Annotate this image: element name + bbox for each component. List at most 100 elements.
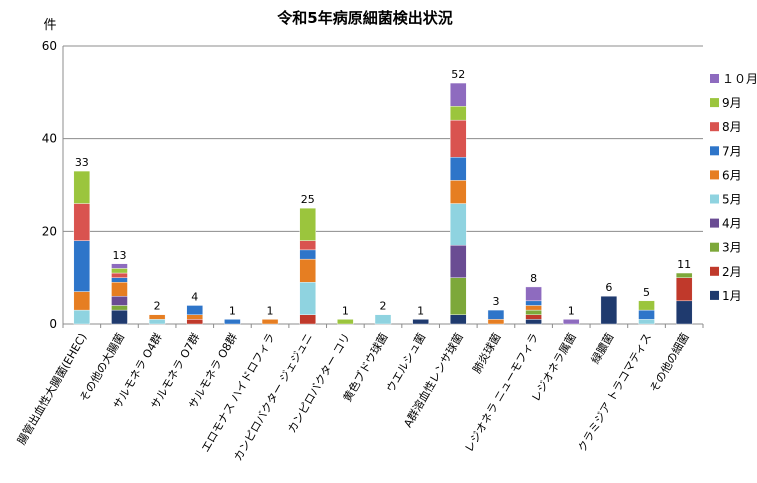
bar-segment [450,156,467,181]
y-axis-label: 件 [43,18,56,33]
bar-segment [73,309,91,325]
bar-total-label: 25 [301,193,315,206]
bar-segment [675,300,693,325]
bar-segment [73,240,91,292]
y-tick-label: 20 [42,224,57,238]
bar-segment [450,203,467,246]
bar-segment [299,207,316,241]
bar-segment [450,82,467,107]
bar-segment [299,282,316,315]
y-tick-label: 60 [42,39,57,53]
y-axis-ticks: 0 20 40 60 [42,39,57,331]
bar-segment [638,300,655,311]
bar-total-label: 52 [451,68,465,81]
bar-segment [111,305,128,311]
bar-segment [111,277,128,283]
bar-total-label: 5 [643,286,650,299]
bar-segment [563,319,580,325]
bar-total-label: 1 [568,304,575,317]
bar-segment [450,106,467,121]
bar-segment [261,319,279,325]
legend-label: １０月 [722,72,757,86]
x-tick-label: レジオネラ ニューモフィラ [462,331,541,455]
chart-title: 令和5年病原細菌検出状況 [277,9,452,27]
bar-segment [186,305,203,315]
bar-segment [525,305,542,311]
bar-segment [337,319,354,325]
bar-segment [450,119,467,158]
y-tick-label: 40 [42,132,57,146]
legend-swatch [710,242,719,252]
legend-swatch [710,122,719,132]
bar-segment [525,309,542,315]
bar-segment [111,268,128,274]
x-tick-label: 緑膿菌 [588,331,617,367]
bar-total-label: 33 [75,156,89,169]
bar-total-label: 1 [417,304,424,317]
bar-total-label: 6 [605,281,612,294]
legend-swatch [710,266,719,276]
legend-label: 4月 [722,217,742,231]
x-tick-label: クラミジア トラコマティス [575,331,654,454]
bar-segment [487,319,505,325]
bar-total-label: 3 [492,295,499,308]
legend-swatch [710,194,719,204]
bar-segment [525,319,542,325]
bar-segment [148,319,166,325]
bar-segment [148,314,166,320]
bar-segment [299,258,316,283]
legend-swatch [710,74,719,83]
bar-total-label: 11 [677,258,691,271]
x-tick-label: 腸管出血性大腸菌(EHEC) [14,331,89,447]
bar-segment [525,300,542,306]
bar-segment [73,291,91,311]
bar-segment [299,314,316,325]
legend-label: 8月 [722,120,742,134]
legend-label: 9月 [722,96,742,110]
legend-label: 7月 [722,144,742,158]
bar-segment [186,314,203,320]
legend-swatch [710,218,719,228]
bar-segment [299,240,316,251]
bar-segment [450,180,467,204]
bar-total-label: 1 [229,304,236,317]
bar-segment [186,319,203,325]
bar-segment [73,170,91,204]
bar-segment [224,319,241,325]
legend: １０月 9月 8月 7月 6月 5月 4月 3月 2月 1月 [710,72,757,303]
bar-segment [450,277,467,315]
bar-segment [111,309,128,325]
bar-segment [675,272,693,278]
bars [73,82,693,325]
x-tick-label: エロモナス ハイドロフィラ [199,331,278,454]
y-tick-label: 0 [49,317,57,331]
bar-segment [111,263,128,269]
x-tick-label: 肺炎球菌 [469,331,503,376]
bar-segment [73,203,91,241]
bar-segment [638,319,655,325]
legend-swatch [710,98,719,108]
bar-segment [111,296,128,306]
legend-label: 5月 [722,193,742,207]
bar-total-label: 13 [112,249,126,262]
legend-swatch [710,146,719,156]
bar-segment [487,309,505,320]
bar-total-label: 1 [267,304,274,317]
bar-total-label: 2 [380,300,387,313]
bar-total-label: 2 [154,300,161,313]
bar-segment [299,249,316,260]
bar-segment [450,314,467,325]
legend-label: 6月 [722,168,742,182]
bar-total-label: 4 [191,290,198,303]
bar-segment [600,296,618,325]
bar-segment [450,245,467,278]
legend-label: 3月 [722,241,742,255]
x-tick-label: その他の細菌 [648,331,692,395]
bar-segment [638,309,655,320]
x-tick-label: ウエルシュ菌 [384,331,428,395]
bar-segment [525,314,542,320]
legend-swatch [710,170,719,180]
